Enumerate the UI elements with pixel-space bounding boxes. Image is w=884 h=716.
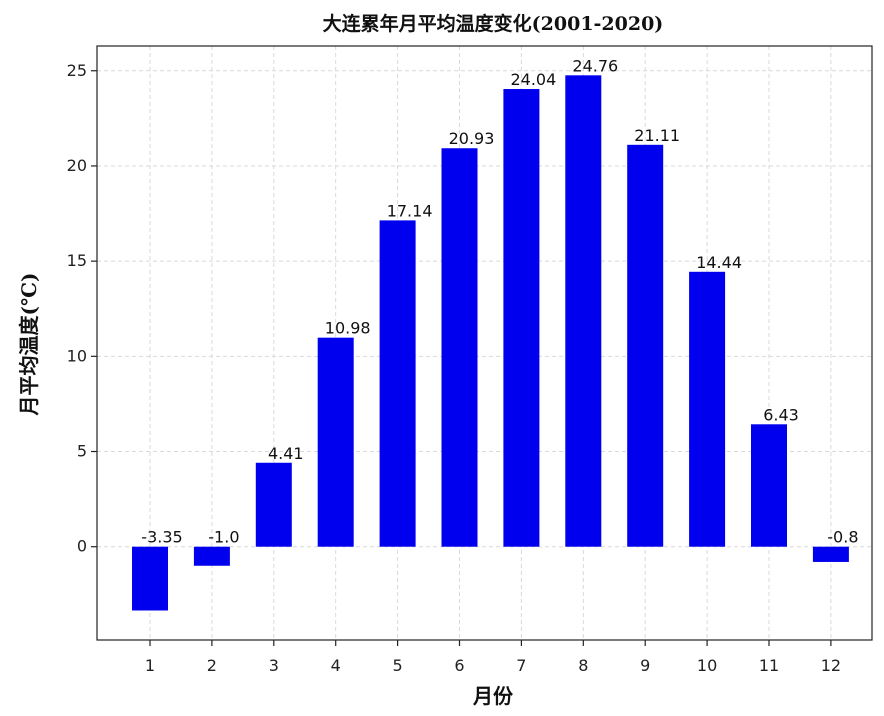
data-label: 21.11 <box>634 126 680 145</box>
y-tick-label: 25 <box>67 61 87 80</box>
data-label: 14.44 <box>696 253 742 272</box>
x-tick-label: 6 <box>454 656 464 675</box>
x-tick-label: 3 <box>269 656 279 675</box>
y-tick-label: 5 <box>77 442 87 461</box>
x-tick-label: 10 <box>697 656 717 675</box>
y-tick-label: 10 <box>67 346 87 365</box>
bar <box>503 89 540 547</box>
bar <box>379 220 416 547</box>
x-tick-label: 4 <box>331 656 341 675</box>
x-tick-label: 11 <box>759 656 779 675</box>
bar <box>193 546 230 566</box>
y-tick-label: 15 <box>67 251 87 270</box>
x-tick-label: 7 <box>516 656 526 675</box>
bar <box>441 148 478 547</box>
bar <box>565 75 602 547</box>
y-tick-label: 20 <box>67 156 87 175</box>
x-tick-label: 1 <box>145 656 155 675</box>
x-tick-label: 12 <box>821 656 841 675</box>
data-label: -3.35 <box>141 528 182 547</box>
bars <box>132 75 849 611</box>
data-label: 24.76 <box>572 56 618 75</box>
data-label: 4.41 <box>268 444 304 463</box>
bar <box>751 424 787 547</box>
data-label: 10.98 <box>325 319 371 338</box>
data-label: 24.04 <box>510 70 556 89</box>
bar <box>627 144 664 547</box>
y-axis-label: 月平均温度(℃) <box>17 273 41 417</box>
bar <box>812 546 849 562</box>
y-tick-label: 0 <box>77 537 87 556</box>
data-label: -0.8 <box>827 528 858 547</box>
x-tick-label: 8 <box>578 656 588 675</box>
bar <box>689 271 726 547</box>
chart-title: 大连累年月平均温度变化(2001-2020) <box>323 12 664 35</box>
bar <box>317 337 354 547</box>
data-label: 20.93 <box>449 129 495 148</box>
x-tick-label: 2 <box>207 656 217 675</box>
x-axis-label: 月份 <box>472 684 514 708</box>
bar <box>255 462 292 547</box>
data-label: 6.43 <box>763 405 799 424</box>
data-label: 17.14 <box>387 201 433 220</box>
x-tick-label: 9 <box>640 656 650 675</box>
data-label: -1.0 <box>208 528 239 547</box>
x-tick-label: 5 <box>393 656 403 675</box>
bar <box>132 546 168 611</box>
plot-frame <box>96 45 873 641</box>
data-labels: -3.35 -1.0 4.41 10.98 17.14 20.93 24.04 24.76 21… <box>141 56 858 546</box>
